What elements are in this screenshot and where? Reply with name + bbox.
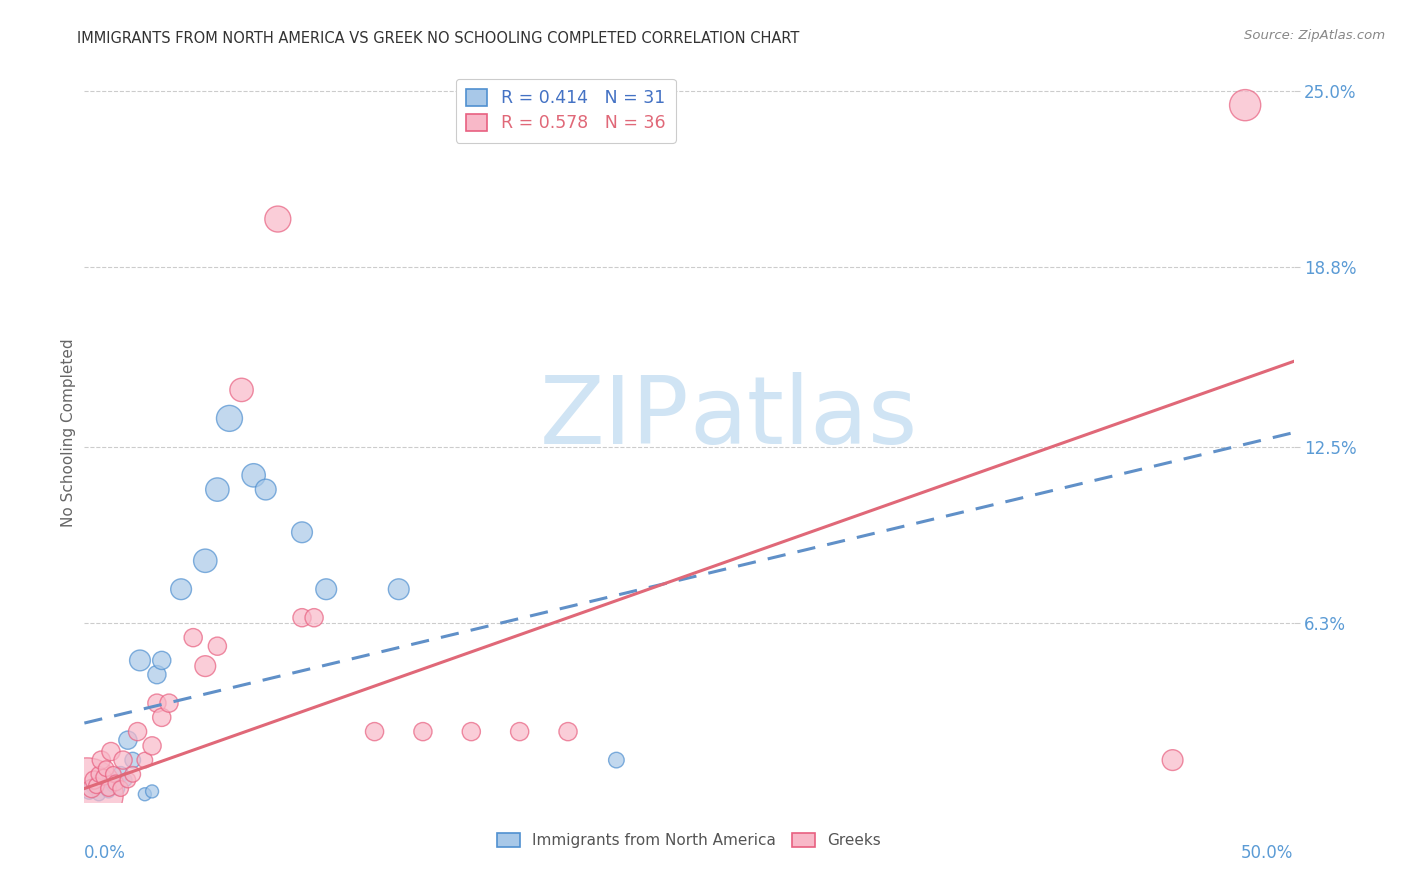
Point xyxy=(86,776,108,790)
Point xyxy=(80,781,103,796)
Point xyxy=(170,582,193,597)
Point xyxy=(112,753,135,767)
Point xyxy=(93,770,115,784)
Point xyxy=(117,772,139,787)
Point xyxy=(90,753,112,767)
Legend: Immigrants from North America, Greeks: Immigrants from North America, Greeks xyxy=(491,827,887,855)
Point xyxy=(388,582,411,597)
Point xyxy=(194,659,217,673)
Point xyxy=(150,653,173,667)
Point xyxy=(83,772,105,787)
Point xyxy=(76,787,98,801)
Text: IMMIGRANTS FROM NORTH AMERICA VS GREEK NO SCHOOLING COMPLETED CORRELATION CHART: IMMIGRANTS FROM NORTH AMERICA VS GREEK N… xyxy=(77,31,800,46)
Point xyxy=(87,767,110,781)
Point xyxy=(134,753,156,767)
Point xyxy=(1234,98,1257,112)
Point xyxy=(100,776,122,790)
Point xyxy=(103,767,125,781)
Point xyxy=(557,724,579,739)
Point xyxy=(86,779,108,793)
Text: ZIP: ZIP xyxy=(540,372,689,464)
Point xyxy=(181,631,204,645)
Point xyxy=(129,653,152,667)
Point xyxy=(141,739,163,753)
Point xyxy=(87,787,110,801)
Text: 50.0%: 50.0% xyxy=(1241,844,1294,862)
Point xyxy=(104,776,127,790)
Point xyxy=(117,733,139,747)
Point xyxy=(97,781,120,796)
Point xyxy=(605,753,627,767)
Point xyxy=(231,383,253,397)
Point xyxy=(146,667,169,681)
Point xyxy=(90,772,112,787)
Point xyxy=(267,212,290,227)
Point xyxy=(291,610,314,624)
Point xyxy=(207,639,229,653)
Point xyxy=(97,784,120,798)
Point xyxy=(207,483,229,497)
Point xyxy=(93,779,115,793)
Text: 0.0%: 0.0% xyxy=(84,844,127,862)
Point xyxy=(110,767,132,781)
Point xyxy=(218,411,240,425)
Point xyxy=(291,525,314,540)
Point xyxy=(94,762,117,776)
Point xyxy=(127,724,149,739)
Point xyxy=(121,753,143,767)
Point xyxy=(509,724,531,739)
Point xyxy=(157,696,180,710)
Point xyxy=(150,710,173,724)
Point xyxy=(141,784,163,798)
Text: atlas: atlas xyxy=(689,372,917,464)
Y-axis label: No Schooling Completed: No Schooling Completed xyxy=(60,338,76,527)
Point xyxy=(363,724,385,739)
Point xyxy=(83,781,105,796)
Point xyxy=(110,781,132,796)
Point xyxy=(114,772,136,787)
Point xyxy=(460,724,482,739)
Point xyxy=(80,779,103,793)
Point xyxy=(100,745,122,759)
Point xyxy=(103,779,125,793)
Point xyxy=(134,787,156,801)
Point xyxy=(94,781,117,796)
Point xyxy=(1161,753,1184,767)
Point xyxy=(254,483,277,497)
Point xyxy=(121,767,143,781)
Point xyxy=(77,784,100,798)
Point xyxy=(146,696,169,710)
Point xyxy=(302,610,325,624)
Text: Source: ZipAtlas.com: Source: ZipAtlas.com xyxy=(1244,29,1385,42)
Point xyxy=(107,781,129,796)
Point xyxy=(412,724,434,739)
Point xyxy=(242,468,264,483)
Point xyxy=(315,582,337,597)
Point xyxy=(194,554,217,568)
